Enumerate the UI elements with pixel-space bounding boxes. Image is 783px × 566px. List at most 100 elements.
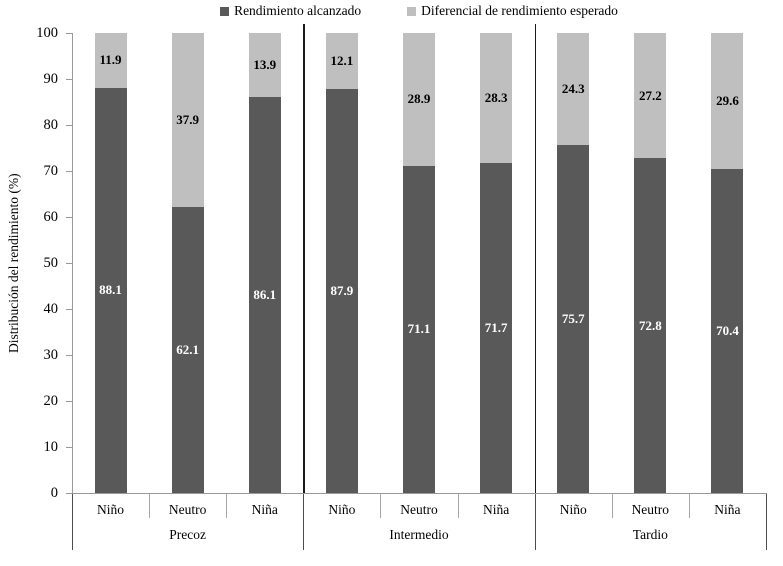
bar-stack: 71.1 28.9 <box>403 33 435 493</box>
axis-group-tick <box>766 494 767 550</box>
bar-segment-achieved <box>403 165 435 493</box>
y-tick-label: 0 <box>50 485 58 501</box>
axis-category-tick <box>149 494 151 518</box>
bar-segment-expected-differential <box>171 33 204 208</box>
bar-value-label: 29.6 <box>716 93 739 109</box>
plot-area <box>72 33 767 494</box>
bar-value-label: 70.4 <box>716 323 739 339</box>
bar-segment-expected-differential <box>325 33 358 89</box>
category-label: Neutro <box>631 502 670 517</box>
bar-value-label: 72.8 <box>638 317 662 333</box>
legend-swatch-expected-differential-icon <box>407 6 417 16</box>
group-label: Tardio <box>632 527 668 542</box>
bar-stack: 87.9 12.1 <box>325 33 358 493</box>
bar-stack: 71.7 28.3 <box>480 33 513 493</box>
bar-segment-expected-differential <box>403 33 435 166</box>
bar-value-label: 28.9 <box>407 91 431 107</box>
bar-value-label: 12.1 <box>330 52 354 68</box>
category-label: Niño <box>97 502 125 517</box>
bar-segment-expected-differential <box>557 33 590 145</box>
bar-segment-expected-differential <box>634 33 667 159</box>
group-label: Precoz <box>169 527 207 542</box>
legend-item-expected-differential: Diferencial de rendimiento esperado <box>407 4 618 18</box>
bar-segment-expected-differential <box>94 33 127 88</box>
group-separator-line <box>303 24 305 493</box>
y-tick-mark <box>66 493 72 494</box>
y-tick-mark <box>66 171 72 172</box>
bar-segment-achieved <box>634 158 667 493</box>
bar-segment-achieved <box>480 163 513 493</box>
bar-value-label: 71.1 <box>407 321 431 337</box>
category-label: Niña <box>714 502 741 517</box>
axis-category-tick <box>688 494 690 518</box>
group-separator-line <box>534 24 537 493</box>
bar-stack: 86.1 13.9 <box>248 33 281 493</box>
category-label: Niño <box>559 502 587 517</box>
bar-segment-achieved <box>557 144 590 493</box>
axis-group-tick <box>72 494 73 550</box>
y-tick-label: 30 <box>43 347 59 363</box>
bar-segment-expected-differential <box>480 33 513 164</box>
y-tick-mark <box>66 125 72 126</box>
axis-group-tick <box>303 494 305 550</box>
bar-segment-achieved <box>248 96 281 493</box>
bar-segment-expected-differential <box>711 33 744 170</box>
bar-stack: 62.1 37.9 <box>171 33 204 493</box>
bar-segment-achieved <box>171 207 204 493</box>
bar-value-label: 24.3 <box>561 80 585 96</box>
bar-value-label: 13.9 <box>253 56 277 72</box>
axis-group-tick <box>534 494 536 550</box>
y-tick-label: 70 <box>43 163 59 179</box>
category-label: Niño <box>328 502 356 517</box>
legend-label-achieved: Rendimiento alcanzado <box>234 3 362 19</box>
bar-value-label: 86.1 <box>253 286 277 302</box>
y-tick-mark <box>66 355 72 356</box>
y-tick-label: 60 <box>43 209 59 225</box>
bar-segment-expected-differential <box>248 33 281 97</box>
bar-stack: 88.1 11.9 <box>94 33 127 493</box>
bar-value-label: 71.7 <box>484 320 508 336</box>
bar-value-label: 88.1 <box>99 282 122 298</box>
axis-category-tick <box>611 494 613 518</box>
bar-segment-achieved <box>711 169 744 493</box>
y-tick-mark <box>66 263 72 264</box>
bar-value-label: 87.9 <box>330 282 354 298</box>
bar-value-label: 37.9 <box>176 112 200 128</box>
legend-swatch-achieved-icon <box>220 6 230 16</box>
bar-value-label: 27.2 <box>638 87 662 103</box>
y-tick-label: 50 <box>43 255 59 271</box>
legend: Rendimiento alcanzado Diferencial de ren… <box>72 0 766 22</box>
category-label: Neutro <box>168 502 207 517</box>
bar-segment-achieved <box>325 88 358 493</box>
category-label: Niña <box>251 502 278 517</box>
category-label: Niña <box>482 502 510 517</box>
y-tick-mark <box>66 217 72 218</box>
y-tick-mark <box>66 401 72 402</box>
axis-category-tick <box>226 494 228 518</box>
y-tick-label: 40 <box>43 301 59 317</box>
bar-stack: 75.7 24.3 <box>557 33 590 493</box>
category-label: Neutro <box>400 502 438 517</box>
y-tick-mark <box>66 33 72 34</box>
bar-stack: 72.8 27.2 <box>634 33 667 493</box>
bar-stack: 70.4 29.6 <box>711 33 744 493</box>
bar-value-label: 28.3 <box>484 90 508 106</box>
group-label: Intermedio <box>389 527 449 542</box>
legend-item-achieved: Rendimiento alcanzado <box>220 4 361 18</box>
y-tick-mark <box>66 79 72 80</box>
bar-value-label: 75.7 <box>561 310 585 326</box>
y-tick-label: 10 <box>43 439 59 455</box>
bar-value-label: 62.1 <box>176 342 200 358</box>
y-tick-mark <box>66 309 72 310</box>
y-tick-mark <box>66 447 72 448</box>
y-tick-label: 100 <box>36 25 58 41</box>
bar-segment-achieved <box>94 87 127 493</box>
y-tick-label: 80 <box>43 117 59 133</box>
legend-label-expected-differential: Diferencial de rendimiento esperado <box>421 3 618 19</box>
bar-value-label: 11.9 <box>99 52 122 68</box>
y-tick-label: 20 <box>43 393 59 409</box>
axis-category-tick <box>380 494 382 518</box>
axis-category-tick <box>457 494 459 518</box>
y-tick-label: 90 <box>43 71 59 87</box>
